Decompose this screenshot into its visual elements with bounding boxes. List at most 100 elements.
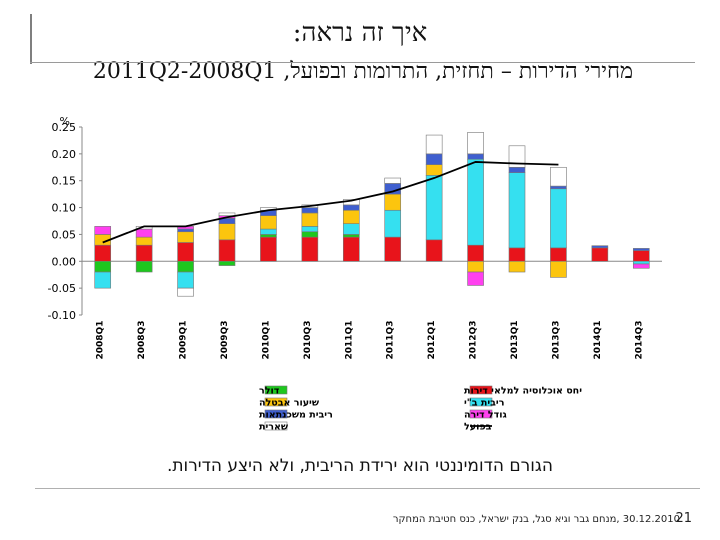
- bar-segment: [177, 260, 194, 273]
- legend-label: יחס אוכלוסיה למלאי דירות: [464, 386, 582, 397]
- x-tick-label: 2014Q3: [634, 321, 644, 360]
- legend-swatch: [469, 397, 493, 407]
- bar-segment: [218, 223, 236, 241]
- x-tick-label: 2013Q3: [551, 321, 561, 360]
- bar-segment: [342, 234, 360, 238]
- bar-segment: [425, 153, 443, 165]
- bar-segment: [591, 247, 609, 262]
- legend-label: גודל דירה: [464, 410, 507, 421]
- bar-segment: [508, 247, 526, 262]
- bar-segment: [508, 166, 526, 173]
- bar-segment: [94, 260, 112, 273]
- x-tick-label: 2013Q1: [510, 321, 520, 360]
- x-tick-label: 2009Q3: [220, 321, 230, 360]
- legend-label: ריבית משכנתאות: [259, 410, 333, 421]
- bar-segment: [632, 248, 650, 251]
- legend-swatch: [264, 385, 288, 395]
- y-tick-label: 0.20: [52, 148, 77, 161]
- bar-segment: [467, 244, 484, 262]
- bar-segment: [218, 239, 236, 262]
- y-tick-label: -0.10: [48, 309, 76, 322]
- legend-label: ריבית ב"י: [464, 398, 504, 409]
- y-axis-label: %: [60, 115, 70, 128]
- slide-title: איך זה נראה:: [292, 18, 428, 48]
- x-tick-label: 2010Q3: [303, 321, 313, 360]
- bar-segment: [467, 271, 484, 286]
- bar-segment: [301, 207, 319, 214]
- bar-segment: [260, 234, 277, 238]
- x-tick-label: 2009Q1: [179, 321, 189, 360]
- slide-caption: הגורם הדומיננטי הוא ירידת הריבית, ולא הי…: [166, 456, 553, 476]
- legend-label: בפועל: [464, 422, 492, 433]
- bar-segment: [260, 236, 277, 262]
- bar-segment: [508, 260, 526, 273]
- bar-segment: [550, 247, 567, 262]
- bar-segment: [550, 166, 567, 187]
- legend-swatch: [469, 385, 493, 395]
- bar-segment: [135, 244, 153, 262]
- bar-segment: [632, 263, 650, 269]
- title-accent-bar: [30, 14, 32, 64]
- bar-segment: [425, 175, 443, 241]
- y-tick-label: 0.10: [52, 202, 77, 215]
- slide-footer: 30.12.2010 ,מנחם גבר וגיא סגל, בנק ישראל…: [392, 514, 680, 525]
- bar-segment: [342, 223, 360, 235]
- title-divider: [30, 62, 695, 63]
- bar-segment: [301, 236, 319, 262]
- bar-segment: [550, 260, 567, 278]
- x-tick-label: 2012Q1: [427, 321, 437, 360]
- legend-swatch: [264, 397, 288, 407]
- bar-segment: [177, 271, 194, 289]
- bar-segment: [508, 172, 526, 249]
- x-tick-label: 2012Q3: [469, 321, 479, 360]
- bar-segment: [260, 215, 277, 230]
- legend-label: דולר: [259, 386, 280, 397]
- bar-segment: [342, 209, 360, 224]
- bar-segment: [135, 260, 153, 273]
- bar-segment: [467, 260, 484, 273]
- legend-label: שיעור אבטלה: [259, 398, 320, 409]
- bar-segment: [550, 188, 567, 249]
- bar-segment: [508, 145, 526, 168]
- x-tick-label: 2008Q3: [137, 321, 147, 360]
- actual-price-line: [102, 161, 559, 244]
- legend-swatch: [264, 409, 288, 419]
- bar-segment: [342, 204, 360, 211]
- bar-segment: [301, 226, 319, 233]
- bar-segment: [591, 245, 609, 249]
- bar-segment: [384, 177, 402, 184]
- y-tick-label: 0.05: [52, 228, 77, 241]
- bar-segment: [94, 244, 112, 262]
- bar-segment: [94, 271, 112, 289]
- bar-segment: [177, 242, 194, 262]
- bar-segment: [384, 209, 402, 238]
- x-tick-label: 2010Q1: [261, 321, 271, 360]
- bar-segment: [342, 236, 360, 262]
- bar-segment: [94, 226, 112, 235]
- bar-segment: [467, 153, 484, 160]
- x-tick-label: 2014Q1: [593, 321, 603, 360]
- x-tick-label: 2011Q3: [386, 321, 396, 360]
- bar-segment: [384, 193, 402, 211]
- footer-divider: [35, 488, 700, 489]
- y-tick-label: 0.25: [52, 121, 77, 134]
- y-tick-label: 0.00: [52, 255, 77, 268]
- bar-segment: [425, 164, 443, 176]
- x-tick-label: 2008Q1: [96, 321, 106, 360]
- bar-segment: [550, 185, 567, 190]
- bar-segment: [301, 212, 319, 227]
- x-tick-label: 2011Q1: [344, 321, 354, 360]
- bar-segment: [425, 134, 443, 155]
- bar-segment: [177, 287, 194, 297]
- page-number: 21: [675, 511, 692, 526]
- bar-segment: [467, 132, 484, 155]
- legend-label: שארית: [259, 422, 289, 433]
- y-tick-label: 0.15: [52, 175, 77, 188]
- bar-segment: [177, 231, 194, 243]
- y-tick-label: -0.05: [48, 282, 76, 295]
- bar-segment: [632, 250, 650, 262]
- bar-segment: [218, 260, 236, 266]
- bar-segment: [260, 228, 277, 235]
- housing-price-chart: 0.25 0.20 0.15 0.10 0.05 0.00 -0.05 -0.10% 2008…: [48, 115, 662, 433]
- bar-segment: [467, 158, 484, 246]
